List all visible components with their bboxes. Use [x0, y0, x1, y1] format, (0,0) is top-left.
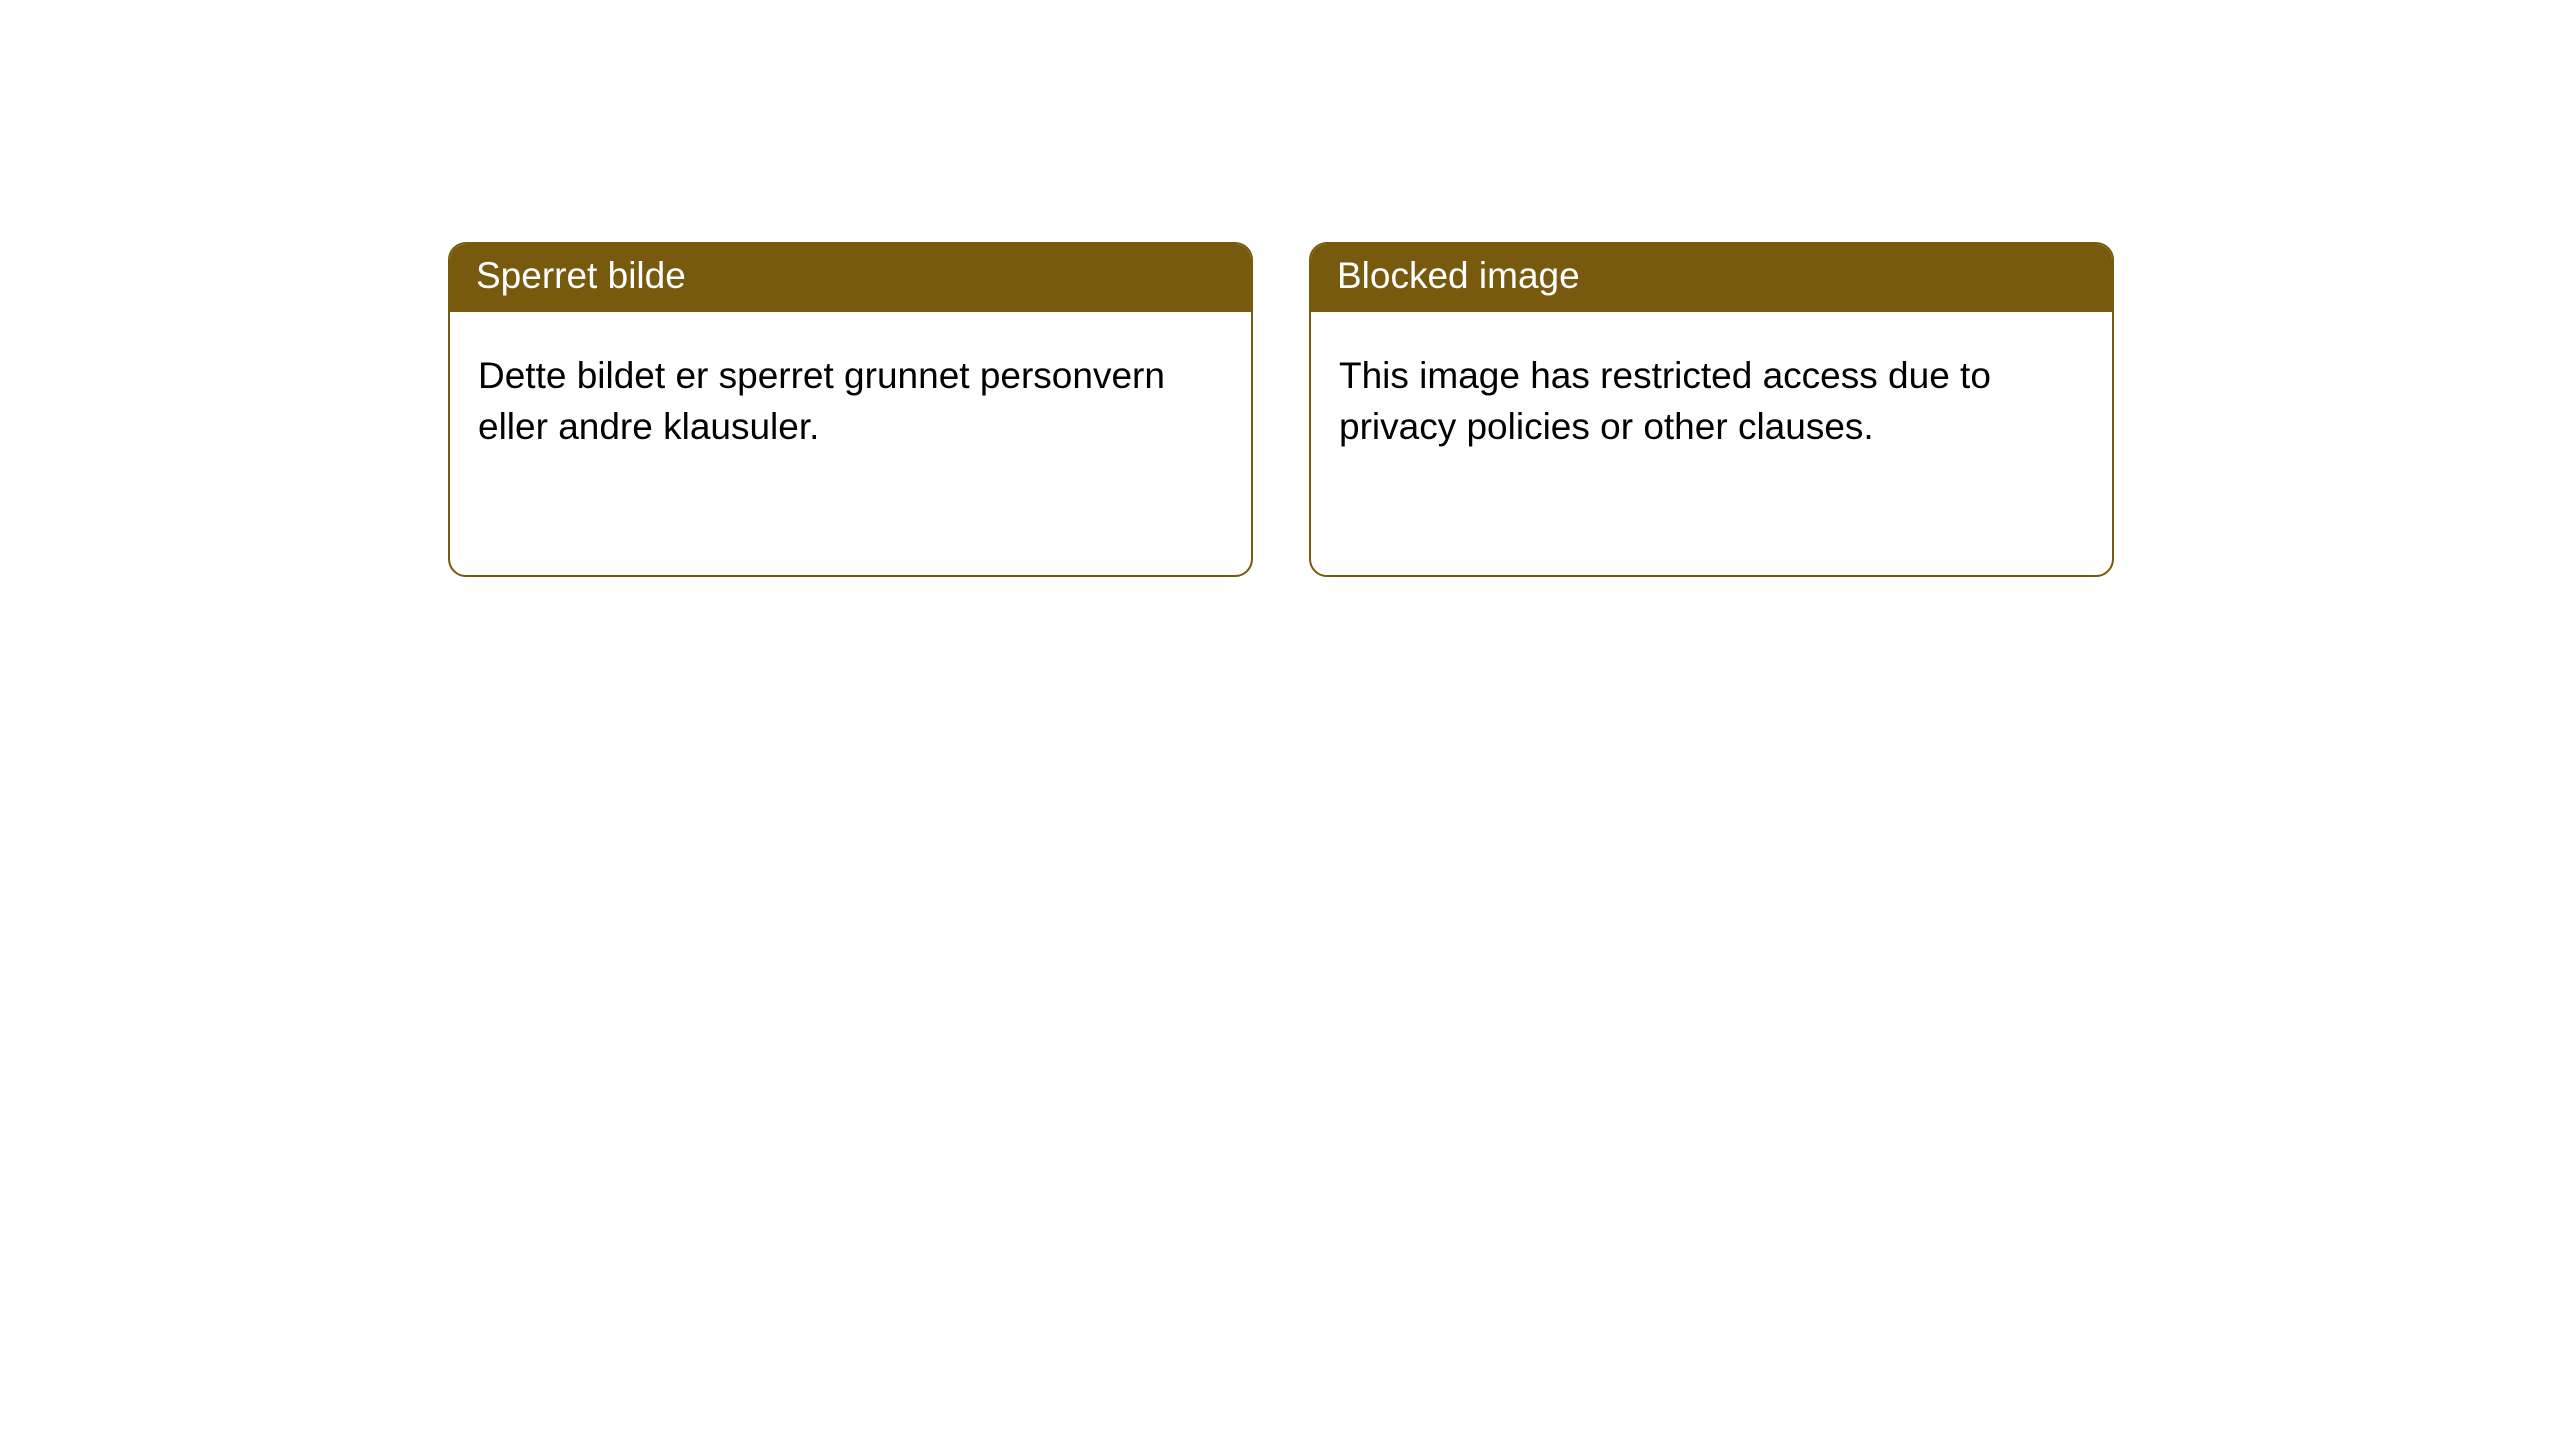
notice-title-norwegian: Sperret bilde — [450, 244, 1251, 312]
notice-card-norwegian: Sperret bilde Dette bildet er sperret gr… — [448, 242, 1253, 577]
notice-container: Sperret bilde Dette bildet er sperret gr… — [0, 0, 2560, 577]
notice-title-english: Blocked image — [1311, 244, 2112, 312]
notice-body-norwegian: Dette bildet er sperret grunnet personve… — [450, 312, 1251, 480]
notice-card-english: Blocked image This image has restricted … — [1309, 242, 2114, 577]
notice-body-english: This image has restricted access due to … — [1311, 312, 2112, 480]
